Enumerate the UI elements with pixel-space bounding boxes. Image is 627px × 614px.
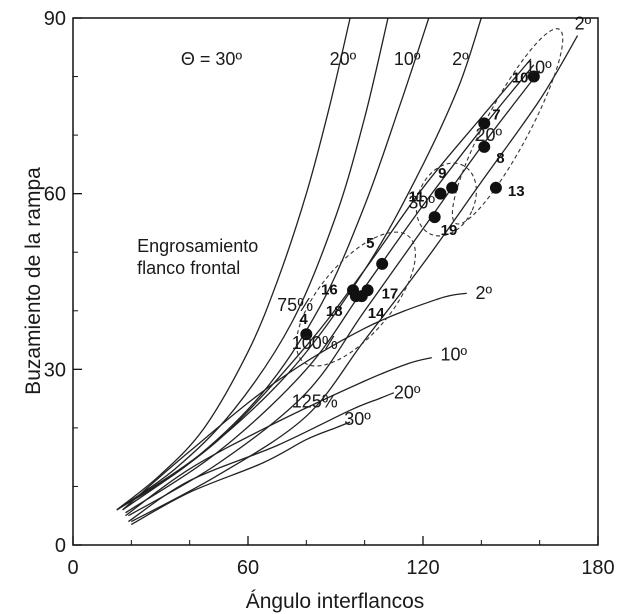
data-point [478, 117, 491, 130]
labels-layer: 10 7 8 9 11 19 13 5 16 18 14 17 4 2º 10º 20º 30º 20º 10º 2º… [137, 14, 592, 429]
curve-label: 10º [525, 58, 552, 78]
curve-label: 30º [408, 192, 435, 212]
curve-label: 30º [344, 409, 371, 429]
lower-curve-2 [128, 392, 395, 523]
curve-label: 125% [292, 391, 338, 411]
curve-label: 10º [441, 345, 468, 365]
y-tick-label: 60 [44, 184, 66, 206]
point-label: 9 [438, 165, 446, 182]
x-tick-label: 0 [67, 557, 78, 579]
point-label: 19 [441, 222, 458, 239]
data-point [489, 181, 502, 194]
points-layer [300, 70, 540, 341]
point-label: 18 [326, 303, 343, 320]
annotation-line: Engrosamiento [137, 236, 258, 256]
x-tick-label: 60 [237, 557, 259, 579]
curve-label: 2º [476, 283, 493, 303]
data-point [376, 257, 389, 270]
axes-layer: 0 60 120 180 0 30 60 90 [44, 8, 615, 579]
point-label: 16 [321, 281, 338, 298]
y-axis-label: Buzamiento de la rampa [22, 167, 45, 395]
y-tick-label: 30 [44, 359, 66, 381]
data-point [478, 140, 491, 153]
annotation-line: flanco frontal [137, 258, 240, 278]
curves-layer [116, 17, 579, 526]
point-label: 7 [492, 106, 500, 123]
group-outline [451, 28, 564, 225]
x-tick-label: 180 [581, 557, 614, 579]
x-tick-label: 120 [406, 557, 439, 579]
group-outline [415, 162, 477, 237]
thickening-curve-0 [130, 35, 579, 523]
point-label: 8 [496, 150, 504, 167]
plot-frame [72, 17, 599, 546]
y-tick-label: 90 [44, 8, 66, 30]
point-label: 17 [382, 285, 399, 302]
point-label: 14 [368, 305, 385, 322]
lower-curve-3 [130, 421, 351, 526]
theta-curve-1 [116, 17, 389, 511]
curve-label: 20º [394, 383, 421, 403]
point-label: 4 [299, 311, 308, 328]
data-point [361, 284, 374, 297]
point-label: 10 [512, 70, 529, 87]
data-point [428, 211, 441, 224]
curve-label: 75% [277, 295, 313, 315]
y-tick-label: 0 [55, 535, 66, 557]
thickening-curve-3 [122, 58, 532, 511]
lower-curve-1 [125, 356, 432, 517]
theta-curve-0 [116, 17, 351, 511]
groupings-layer [295, 28, 564, 367]
lower-curve-0 [122, 292, 467, 511]
curve-label: 2º [575, 14, 592, 34]
curve-label: 2º [452, 49, 469, 69]
curve-label: 100% [292, 333, 338, 353]
data-point [434, 187, 447, 200]
point-label: 11 [409, 189, 425, 206]
data-point [300, 328, 313, 341]
x-axis-label: Ángulo interflancos [246, 590, 425, 613]
group-outline [295, 231, 416, 367]
theta-label: Θ = 30º [181, 49, 243, 69]
curve-label: 20º [330, 49, 357, 69]
point-label: 5 [366, 235, 374, 252]
point-label: 13 [508, 183, 525, 200]
data-point [527, 70, 540, 83]
curve-label: 10º [394, 49, 421, 69]
curve-label: 20º [476, 125, 503, 145]
data-point [446, 181, 459, 194]
